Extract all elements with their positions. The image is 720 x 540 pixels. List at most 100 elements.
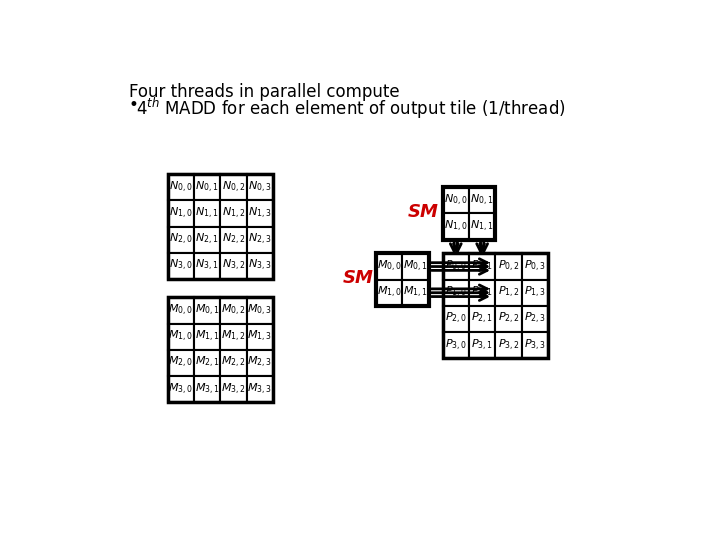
Text: $\mathit{N}_{3,1}$: $\mathit{N}_{3,1}$ bbox=[195, 258, 219, 273]
Text: $\mathit{P}_{0,2}$: $\mathit{P}_{0,2}$ bbox=[498, 259, 519, 274]
Bar bbox=[194, 200, 220, 226]
Text: $\mathit{M}_{2,0}$: $\mathit{M}_{2,0}$ bbox=[168, 355, 193, 370]
Text: $\mathit{M}_{1,2}$: $\mathit{M}_{1,2}$ bbox=[221, 329, 246, 344]
Bar bbox=[495, 253, 522, 280]
Bar bbox=[220, 323, 246, 350]
Bar bbox=[168, 298, 273, 402]
Text: SM: SM bbox=[408, 203, 438, 221]
Text: $\mathit{P}_{1,2}$: $\mathit{P}_{1,2}$ bbox=[498, 285, 519, 300]
Text: $\mathit{M}_{0,2}$: $\mathit{M}_{0,2}$ bbox=[221, 303, 246, 318]
Bar bbox=[246, 323, 273, 350]
Bar bbox=[246, 376, 273, 402]
Bar bbox=[194, 298, 220, 323]
Text: $\mathit{N}_{2,3}$: $\mathit{N}_{2,3}$ bbox=[248, 232, 271, 247]
Bar bbox=[246, 226, 273, 253]
Bar bbox=[522, 280, 548, 306]
Text: $\mathit{N}_{3,3}$: $\mathit{N}_{3,3}$ bbox=[248, 258, 271, 273]
Text: SM: SM bbox=[343, 269, 374, 287]
Bar bbox=[220, 376, 246, 402]
Text: $\mathit{N}_{1,0}$: $\mathit{N}_{1,0}$ bbox=[444, 219, 467, 234]
Bar bbox=[194, 350, 220, 376]
Text: $\mathit{N}_{3,2}$: $\mathit{N}_{3,2}$ bbox=[222, 258, 245, 273]
Text: $\mathit{M}_{2,3}$: $\mathit{M}_{2,3}$ bbox=[248, 355, 272, 370]
Bar bbox=[443, 213, 469, 240]
Text: $\mathit{N}_{0,1}$: $\mathit{N}_{0,1}$ bbox=[470, 193, 494, 208]
Text: $\mathit{M}_{2,2}$: $\mathit{M}_{2,2}$ bbox=[221, 355, 246, 370]
Bar bbox=[220, 350, 246, 376]
Bar bbox=[495, 306, 522, 332]
Bar bbox=[168, 350, 194, 376]
Text: $\mathit{P}_{3,2}$: $\mathit{P}_{3,2}$ bbox=[498, 338, 519, 353]
Bar bbox=[220, 226, 246, 253]
Bar bbox=[443, 332, 469, 358]
Bar bbox=[469, 332, 495, 358]
Text: $\mathit{P}_{2,2}$: $\mathit{P}_{2,2}$ bbox=[498, 312, 519, 327]
Bar bbox=[522, 332, 548, 358]
Bar bbox=[168, 174, 194, 200]
Bar bbox=[246, 298, 273, 323]
Text: $\mathit{P}_{1,3}$: $\mathit{P}_{1,3}$ bbox=[524, 285, 546, 300]
Text: $\mathit{P}_{0,0}$: $\mathit{P}_{0,0}$ bbox=[445, 259, 467, 274]
Text: $\mathit{N}_{1,3}$: $\mathit{N}_{1,3}$ bbox=[248, 206, 271, 221]
Bar bbox=[443, 253, 548, 358]
Bar bbox=[168, 298, 194, 323]
Text: $\mathit{M}_{1,1}$: $\mathit{M}_{1,1}$ bbox=[194, 329, 220, 344]
Text: $\mathit{M}_{0,0}$: $\mathit{M}_{0,0}$ bbox=[168, 303, 193, 318]
Bar bbox=[402, 280, 428, 306]
Text: $\mathit{M}_{0,3}$: $\mathit{M}_{0,3}$ bbox=[248, 303, 272, 318]
Text: $\mathit{P}_{0,1}$: $\mathit{P}_{0,1}$ bbox=[471, 259, 493, 274]
Bar bbox=[376, 253, 428, 306]
Bar bbox=[246, 253, 273, 279]
Text: $\mathit{P}_{2,0}$: $\mathit{P}_{2,0}$ bbox=[445, 312, 467, 327]
Text: $\mathit{M}_{3,3}$: $\mathit{M}_{3,3}$ bbox=[248, 381, 272, 396]
Text: $\mathit{N}_{3,0}$: $\mathit{N}_{3,0}$ bbox=[169, 258, 192, 273]
Text: $\mathit{M}_{0,1}$: $\mathit{M}_{0,1}$ bbox=[403, 259, 428, 274]
Text: Four threads in parallel compute: Four threads in parallel compute bbox=[129, 83, 400, 102]
Text: $\mathit{P}_{0,3}$: $\mathit{P}_{0,3}$ bbox=[524, 259, 546, 274]
Bar bbox=[443, 306, 469, 332]
Text: $4^{th}$ MADD for each element of output tile (1/thread): $4^{th}$ MADD for each element of output… bbox=[137, 96, 566, 121]
Bar bbox=[168, 174, 273, 279]
Text: $\mathit{N}_{1,2}$: $\mathit{N}_{1,2}$ bbox=[222, 206, 245, 221]
Text: $\mathit{P}_{3,3}$: $\mathit{P}_{3,3}$ bbox=[524, 338, 546, 353]
Text: $\mathit{N}_{0,3}$: $\mathit{N}_{0,3}$ bbox=[248, 180, 271, 195]
Bar bbox=[495, 332, 522, 358]
Bar bbox=[246, 200, 273, 226]
Bar bbox=[443, 187, 469, 213]
Text: •: • bbox=[129, 96, 139, 113]
Text: $\mathit{M}_{2,1}$: $\mathit{M}_{2,1}$ bbox=[194, 355, 220, 370]
Bar bbox=[246, 350, 273, 376]
Bar bbox=[194, 253, 220, 279]
Text: $\mathit{P}_{1,1}$: $\mathit{P}_{1,1}$ bbox=[471, 285, 493, 300]
Text: $\mathit{M}_{1,0}$: $\mathit{M}_{1,0}$ bbox=[168, 329, 193, 344]
Bar bbox=[443, 280, 469, 306]
Text: $\mathit{M}_{1,0}$: $\mathit{M}_{1,0}$ bbox=[377, 285, 402, 300]
Text: $\mathit{M}_{3,1}$: $\mathit{M}_{3,1}$ bbox=[194, 381, 220, 396]
Text: $\mathit{P}_{2,1}$: $\mathit{P}_{2,1}$ bbox=[471, 312, 493, 327]
Text: $\mathit{N}_{2,0}$: $\mathit{N}_{2,0}$ bbox=[169, 232, 192, 247]
Bar bbox=[402, 253, 428, 280]
Bar bbox=[376, 280, 402, 306]
Bar bbox=[220, 200, 246, 226]
Bar bbox=[194, 174, 220, 200]
Bar bbox=[522, 306, 548, 332]
Bar bbox=[376, 253, 402, 280]
Bar bbox=[194, 323, 220, 350]
Text: $\mathit{N}_{0,1}$: $\mathit{N}_{0,1}$ bbox=[195, 180, 219, 195]
Bar bbox=[246, 174, 273, 200]
Bar bbox=[194, 376, 220, 402]
Bar bbox=[469, 213, 495, 240]
Bar bbox=[443, 253, 469, 280]
Text: $\mathit{N}_{1,1}$: $\mathit{N}_{1,1}$ bbox=[195, 206, 219, 221]
Text: $\mathit{P}_{3,0}$: $\mathit{P}_{3,0}$ bbox=[445, 338, 467, 353]
Text: $\mathit{M}_{3,0}$: $\mathit{M}_{3,0}$ bbox=[168, 381, 193, 396]
Text: $\mathit{M}_{0,1}$: $\mathit{M}_{0,1}$ bbox=[194, 303, 220, 318]
Bar bbox=[495, 280, 522, 306]
Bar bbox=[168, 226, 194, 253]
Text: $\mathit{N}_{2,2}$: $\mathit{N}_{2,2}$ bbox=[222, 232, 245, 247]
Text: $\mathit{P}_{2,3}$: $\mathit{P}_{2,3}$ bbox=[524, 312, 546, 327]
Bar bbox=[220, 174, 246, 200]
Text: $\mathit{P}_{1,0}$: $\mathit{P}_{1,0}$ bbox=[445, 285, 467, 300]
Bar bbox=[220, 298, 246, 323]
Text: $\mathit{P}_{3,1}$: $\mathit{P}_{3,1}$ bbox=[471, 338, 493, 353]
